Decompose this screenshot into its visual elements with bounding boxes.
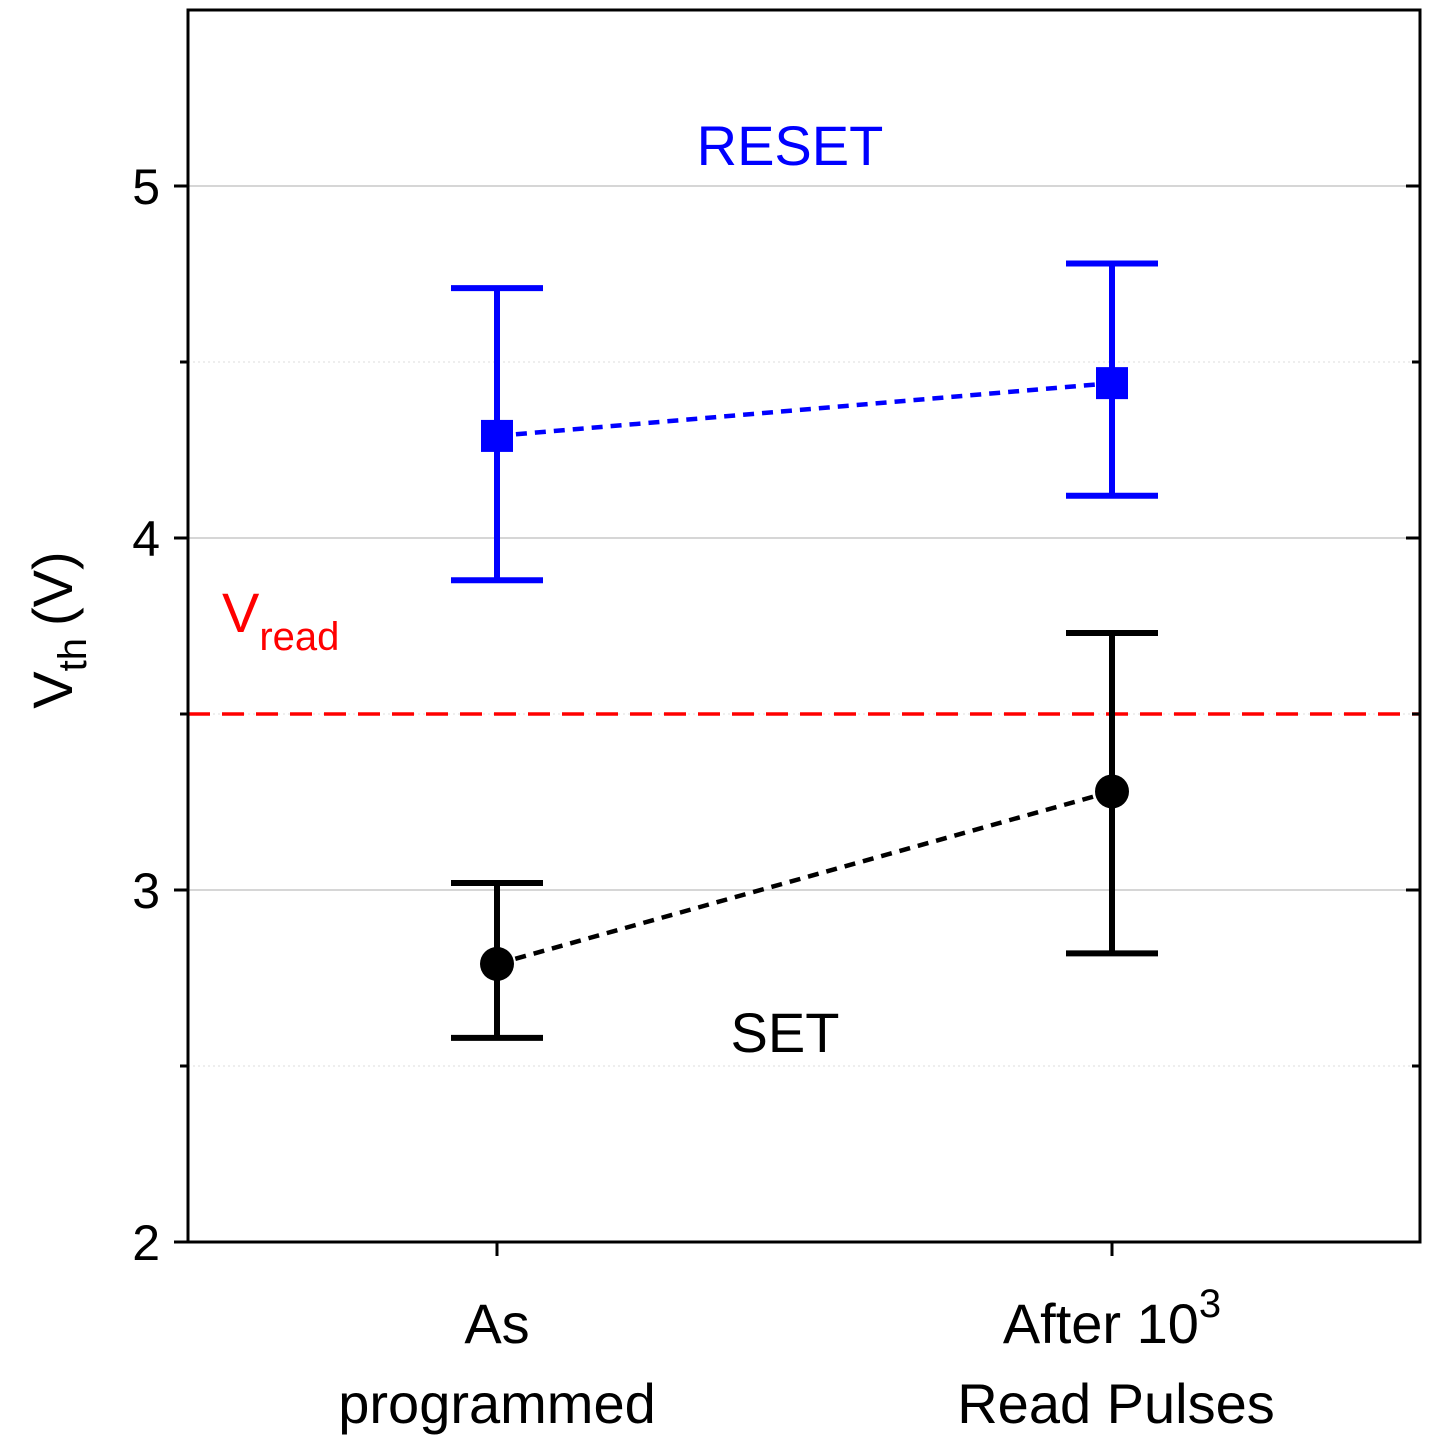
x-category-label-2-line1: After 103 [1003,1282,1221,1355]
vread-label-sub: read [259,615,339,659]
y-axis-title-sub: th [51,638,95,671]
y-tick-label-3: 3 [132,863,160,919]
set-marker-2 [1095,774,1129,809]
reset-series-label: RESET [697,114,884,177]
reset-marker-2 [1096,367,1128,400]
set-connector-line [496,789,1113,967]
series-layer [451,260,1158,1041]
y-axis-title-unit: (V) [21,551,84,626]
x-category-label-1-line2: programmed [338,1372,655,1435]
grid-layer [188,185,1420,1067]
reset-connector-line [496,380,1113,439]
x-category-label-2-line1-main: After 10 [1003,1292,1199,1355]
plot-frame [186,8,1422,1244]
vread-label: Vread [222,581,339,659]
y-axis-title: Vth (V) [21,551,95,708]
y-axis-title-main: V [21,671,84,709]
y-tick-label-2: 2 [132,1215,160,1271]
y-tick-label-5: 5 [132,159,160,215]
x-category-label-2-line1-sup: 3 [1199,1282,1221,1326]
x-category-label-1-line1: As [464,1292,529,1355]
y-tick-label-4: 4 [132,511,160,567]
vread-label-main: V [222,581,260,644]
set-series-label: SET [731,1001,840,1064]
x-category-label-2-line2: Read Pulses [957,1372,1275,1435]
ticks-layer: 2 3 4 5 [132,159,1420,1271]
reset-marker-1 [481,419,513,452]
set-marker-1 [480,946,514,981]
